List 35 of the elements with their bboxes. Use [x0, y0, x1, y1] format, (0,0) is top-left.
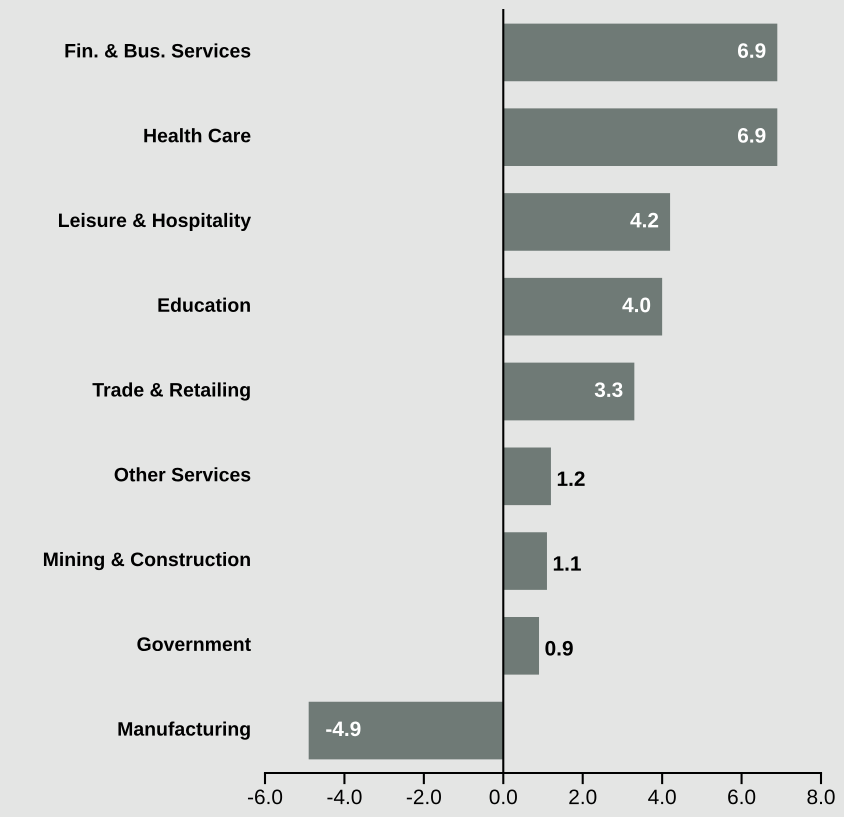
- y-tick-label: Health Care: [144, 128, 250, 142]
- data-label: 6.9: [738, 128, 766, 143]
- bar: [503, 108, 778, 166]
- bar: [503, 447, 551, 506]
- bar: [503, 532, 547, 590]
- y-tick-label: Other Services: [114, 467, 250, 482]
- bar: [308, 702, 504, 760]
- y-tick-label: Leisure & Hospitality: [59, 212, 252, 232]
- bar: [503, 617, 540, 675]
- y-tick-label: Government: [137, 637, 251, 652]
- data-label: -4.9: [326, 721, 360, 736]
- y-tick-label: Education: [158, 298, 250, 312]
- bar: [503, 362, 634, 420]
- y-tick-label: Fin. & Bus. Services: [65, 43, 250, 58]
- data-label: 6.9: [738, 43, 766, 58]
- x-tick-label: 2.0: [569, 790, 596, 804]
- data-label: 1.2: [558, 471, 585, 486]
- y-tick-label: Manufacturing: [118, 722, 250, 740]
- bar: [503, 193, 670, 251]
- y-tick-label: Trade & Retailing: [92, 382, 250, 401]
- bar: [503, 278, 662, 336]
- x-tick-label: -6.0: [248, 790, 282, 804]
- x-tick-label: -2.0: [406, 790, 441, 804]
- x-tick-label: 0.0: [490, 790, 517, 804]
- x-tick-label: 4.0: [648, 790, 676, 804]
- x-tick-label: -4.0: [327, 790, 362, 804]
- data-label: 1.1: [554, 556, 581, 571]
- x-tick-label: 6.0: [728, 790, 756, 804]
- data-label: 0.9: [545, 640, 573, 656]
- y-tick-label: Mining & Construction: [44, 552, 250, 570]
- bar: [503, 24, 778, 82]
- data-label: 3.3: [594, 382, 622, 398]
- x-tick-label: 8.0: [807, 790, 835, 804]
- data-label: 4.2: [630, 212, 658, 228]
- data-label: 4.0: [622, 298, 650, 312]
